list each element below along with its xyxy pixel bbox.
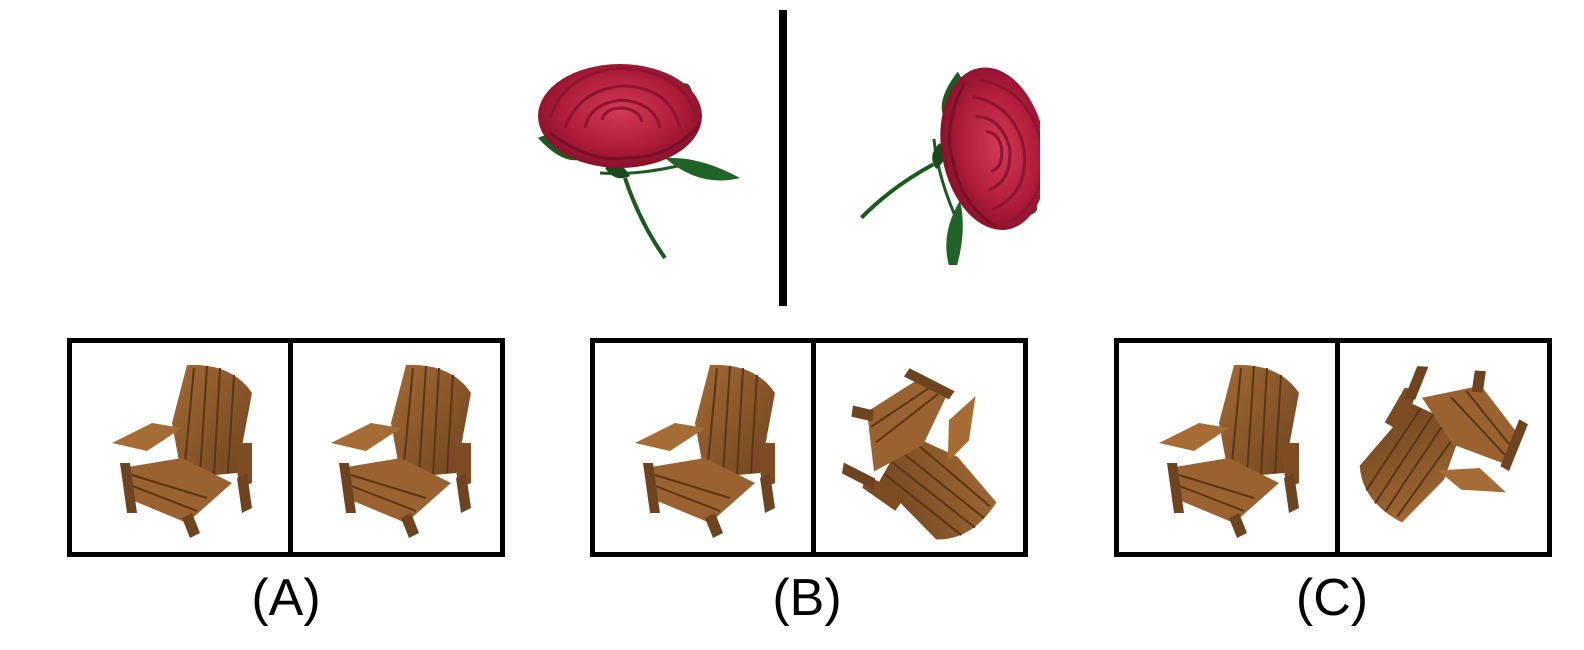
option-c-right-cell: [1340, 343, 1551, 552]
option-b-frame[interactable]: [590, 338, 1028, 557]
option-a-right-cell: [293, 343, 504, 552]
reference-rose-right: [830, 40, 1040, 265]
option-a-frame[interactable]: [67, 338, 505, 557]
adirondack-chair-icon: [111, 363, 253, 539]
rose-rotated-icon: [837, 56, 1040, 265]
adirondack-chair-icon: [330, 363, 472, 539]
adirondack-chair-icon: [1344, 343, 1551, 552]
reference-divider: [779, 10, 787, 306]
reference-rose-left: [530, 58, 750, 268]
rose-icon: [536, 62, 742, 260]
adirondack-chair-icon: [634, 363, 776, 539]
option-a-label: (A): [251, 569, 321, 627]
option-a-divider: [288, 343, 293, 552]
option-a-left-cell: [72, 343, 283, 552]
adirondack-chair-icon: [816, 343, 1027, 552]
option-c-label: (C): [1295, 569, 1369, 627]
adirondack-chair-icon: [1158, 363, 1300, 539]
option-c-left-cell: [1119, 343, 1330, 552]
option-c-frame[interactable]: [1114, 338, 1552, 557]
option-b-label: (B): [772, 569, 842, 627]
option-c-divider: [1335, 343, 1340, 552]
option-b-right-cell: [816, 343, 1027, 552]
option-b-divider: [811, 343, 816, 552]
option-b-left-cell: [595, 343, 806, 552]
